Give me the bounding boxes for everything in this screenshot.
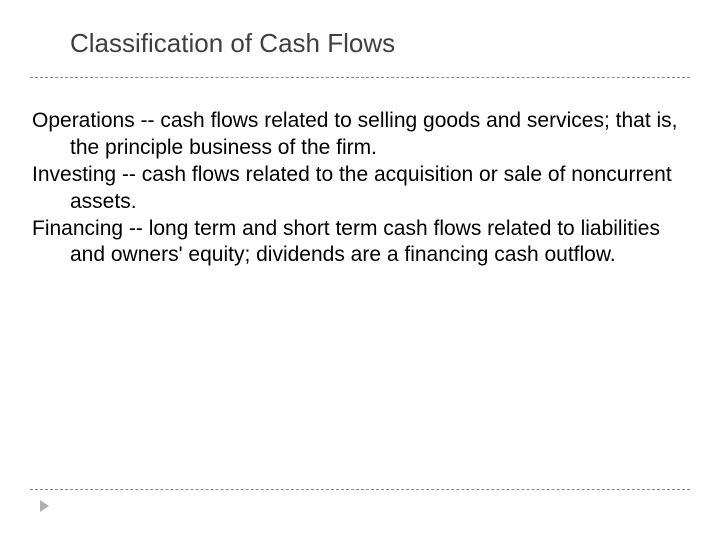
page-title: Classification of Cash Flows [70, 28, 690, 59]
divider-top [30, 77, 690, 78]
content-body: Operations -- cash flows related to sell… [30, 108, 690, 269]
item-text: Financing -- long term and short term ca… [32, 216, 680, 270]
item-text: Investing -- cash flows related to the a… [32, 162, 680, 216]
divider-bottom [30, 489, 690, 490]
list-item: Financing -- long term and short term ca… [32, 216, 680, 270]
triangle-bullet-icon [40, 500, 49, 512]
list-item: Operations -- cash flows related to sell… [32, 108, 680, 162]
slide-container: Classification of Cash Flows Operations … [0, 0, 720, 540]
list-item: Investing -- cash flows related to the a… [32, 162, 680, 216]
item-text: Operations -- cash flows related to sell… [32, 108, 680, 162]
